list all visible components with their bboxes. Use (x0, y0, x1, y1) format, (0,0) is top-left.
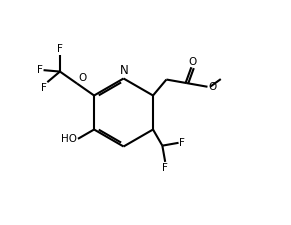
Text: F: F (162, 163, 168, 173)
Text: F: F (180, 138, 185, 148)
Text: N: N (120, 64, 129, 77)
Text: F: F (40, 83, 47, 93)
Text: O: O (209, 82, 217, 92)
Text: HO: HO (61, 134, 77, 144)
Text: O: O (189, 57, 197, 67)
Text: F: F (37, 65, 43, 75)
Text: F: F (57, 44, 63, 54)
Text: O: O (78, 73, 86, 83)
